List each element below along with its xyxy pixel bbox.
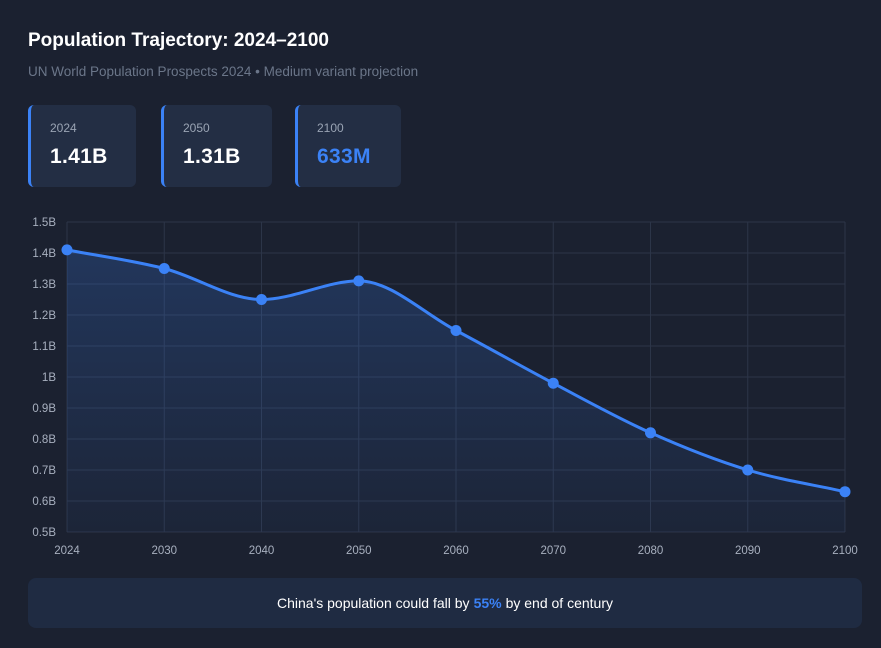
chart-subtitle: UN World Population Prospects 2024 • Med… <box>28 64 419 79</box>
x-tick-label: 2070 <box>540 545 566 557</box>
area-fill <box>67 249 845 532</box>
y-axis-ticks: 0.5B 0.6B 0.7B 0.8B 0.9B 1B 1.1B 1.2B 1.3B 1.4B 1.… <box>32 217 56 539</box>
stat-card-2100: 2100 633M <box>295 105 401 187</box>
stat-value: 1.41B <box>50 145 108 168</box>
y-tick-label: 1.1B <box>32 341 56 353</box>
data-point <box>256 294 267 305</box>
x-tick-label: 2100 <box>832 545 858 557</box>
stat-value-highlight: 633M <box>317 145 371 168</box>
summary-suffix: by end of century <box>505 595 613 611</box>
x-tick-label: 2024 <box>54 545 80 557</box>
y-tick-label: 1.5B <box>32 217 56 229</box>
y-tick-label: 1B <box>42 372 56 384</box>
data-point <box>742 464 754 476</box>
summary-prefix: China's population could fall by <box>276 595 470 611</box>
x-tick-label: 2050 <box>346 545 372 557</box>
area-fill-path <box>67 249 845 532</box>
data-point <box>158 263 170 274</box>
x-axis-ticks: 2024 2030 2040 2050 2060 2070 2080 2090 2100 <box>54 545 858 557</box>
y-tick-label: 0.9B <box>32 403 56 415</box>
summary-highlight: 55% <box>473 595 502 611</box>
y-tick-label: 0.8B <box>32 434 56 446</box>
stat-card-2050: 2050 1.31B <box>161 105 272 187</box>
y-tick-label: 1.2B <box>32 310 56 322</box>
chart-title: Population Trajectory: 2024–2100 <box>28 30 329 51</box>
data-points <box>61 244 851 498</box>
x-tick-label: 2080 <box>638 545 664 557</box>
stat-card-2024: 2024 1.41B <box>28 105 136 187</box>
x-tick-label: 2090 <box>735 545 761 557</box>
stat-year-label: 2100 <box>317 121 344 135</box>
population-area-chart: 0.5B 0.6B 0.7B 0.8B 0.9B 1B 1.1B 1.2B 1.3B 1.4B 1.… <box>32 217 858 557</box>
y-tick-label: 1.4B <box>32 248 56 260</box>
x-tick-label: 2060 <box>443 545 469 557</box>
stat-year-label: 2050 <box>183 121 210 135</box>
summary-banner: China's population could fall by 55% by … <box>28 578 862 628</box>
y-tick-label: 1.3B <box>32 279 56 291</box>
y-tick-label: 0.5B <box>32 527 56 539</box>
stat-value: 1.31B <box>183 145 241 168</box>
data-point <box>61 244 73 256</box>
x-tick-label: 2030 <box>151 545 177 557</box>
data-point <box>353 275 365 287</box>
stat-year-label: 2024 <box>50 121 77 135</box>
data-point <box>645 427 656 439</box>
data-point <box>450 325 462 336</box>
y-tick-label: 0.7B <box>32 465 56 477</box>
data-point <box>547 377 559 389</box>
x-tick-label: 2040 <box>249 545 275 557</box>
y-tick-label: 0.6B <box>32 496 56 508</box>
data-point <box>839 486 851 498</box>
